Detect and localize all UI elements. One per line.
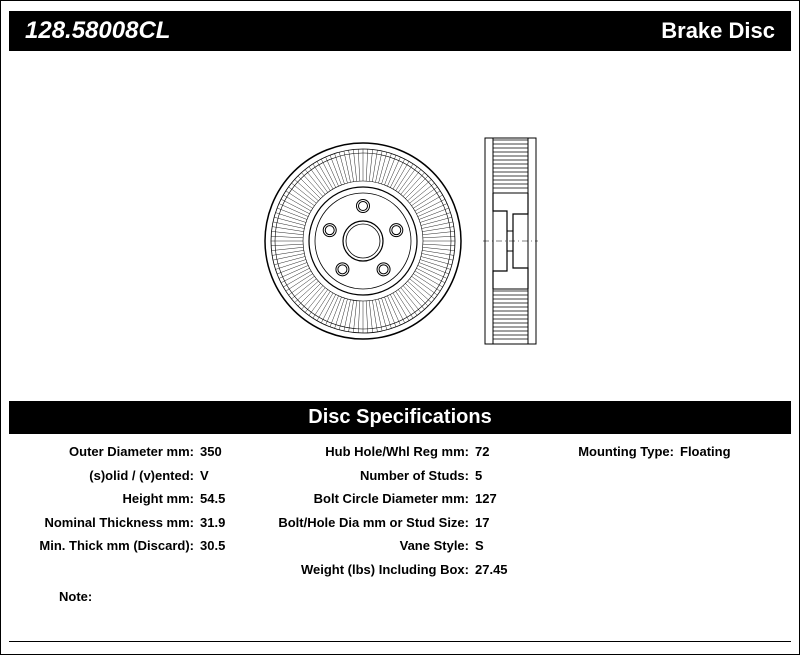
spec-row: Height mm:54.5 bbox=[9, 489, 244, 509]
spec-table: Outer Diameter mm:350(s)olid / (v)ented:… bbox=[9, 442, 791, 579]
footer-divider bbox=[9, 641, 791, 642]
part-number: 128.58008CL bbox=[25, 17, 170, 45]
spec-value: 17 bbox=[469, 513, 524, 533]
spec-row: Weight (lbs) Including Box:27.45 bbox=[244, 560, 524, 580]
spec-label: Bolt/Hole Dia mm or Stud Size: bbox=[244, 513, 469, 533]
spec-value: Floating bbox=[674, 442, 754, 462]
spec-value: 54.5 bbox=[194, 489, 244, 509]
spec-label: Vane Style: bbox=[244, 536, 469, 556]
note-label: Note: bbox=[9, 589, 791, 604]
spec-label: Min. Thick mm (Discard): bbox=[9, 536, 194, 556]
spec-value: 31.9 bbox=[194, 513, 244, 533]
spec-label: (s)olid / (v)ented: bbox=[9, 466, 194, 486]
spec-row: Hub Hole/Whl Reg mm:72 bbox=[244, 442, 524, 462]
spec-label: Height mm: bbox=[9, 489, 194, 509]
spec-row: (s)olid / (v)ented:V bbox=[9, 466, 244, 486]
rotor-side-view-icon bbox=[483, 136, 538, 346]
spec-value: 350 bbox=[194, 442, 244, 462]
spec-value: 72 bbox=[469, 442, 524, 462]
spec-label: Nominal Thickness mm: bbox=[9, 513, 194, 533]
spec-row: Outer Diameter mm:350 bbox=[9, 442, 244, 462]
spec-row: Min. Thick mm (Discard):30.5 bbox=[9, 536, 244, 556]
spec-column-1: Outer Diameter mm:350(s)olid / (v)ented:… bbox=[9, 442, 244, 579]
spec-row: Bolt Circle Diameter mm:127 bbox=[244, 489, 524, 509]
spec-value: 5 bbox=[469, 466, 524, 486]
spec-value: S bbox=[469, 536, 524, 556]
spec-row: Vane Style:S bbox=[244, 536, 524, 556]
spec-label: Outer Diameter mm: bbox=[9, 442, 194, 462]
spec-row: Mounting Type:Floating bbox=[524, 442, 754, 462]
spec-label: Bolt Circle Diameter mm: bbox=[244, 489, 469, 509]
spec-value: 27.45 bbox=[469, 560, 524, 580]
spec-label: Mounting Type: bbox=[524, 442, 674, 462]
spec-label: Weight (lbs) Including Box: bbox=[244, 560, 469, 580]
spec-column-2: Hub Hole/Whl Reg mm:72Number of Studs:5B… bbox=[244, 442, 524, 579]
spec-value: 127 bbox=[469, 489, 524, 509]
rotor-front-view-icon bbox=[263, 141, 463, 341]
spec-label: Number of Studs: bbox=[244, 466, 469, 486]
header-bar: 128.58008CL Brake Disc bbox=[9, 11, 791, 51]
spec-value: 30.5 bbox=[194, 536, 244, 556]
spec-row: Nominal Thickness mm:31.9 bbox=[9, 513, 244, 533]
diagram-area bbox=[1, 51, 799, 401]
product-type: Brake Disc bbox=[661, 18, 775, 44]
spec-row: Number of Studs:5 bbox=[244, 466, 524, 486]
spec-value: V bbox=[194, 466, 244, 486]
spec-column-3: Mounting Type:Floating bbox=[524, 442, 754, 579]
spec-section-title: Disc Specifications bbox=[9, 401, 791, 434]
spec-label: Hub Hole/Whl Reg mm: bbox=[244, 442, 469, 462]
spec-row: Bolt/Hole Dia mm or Stud Size:17 bbox=[244, 513, 524, 533]
